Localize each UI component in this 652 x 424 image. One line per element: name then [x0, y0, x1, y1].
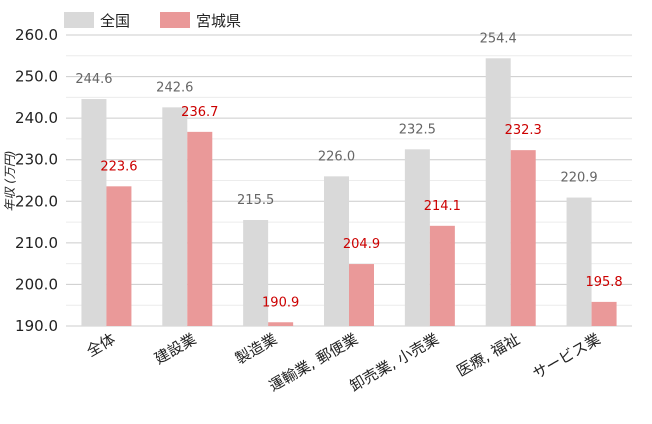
category-label: サービス業 [530, 330, 604, 383]
category-label: 医療, 福祉 [453, 330, 522, 380]
y-tick-label: 240.0 [15, 109, 58, 127]
bar-miyagi [349, 264, 374, 326]
bar-national [567, 198, 592, 326]
data-label: 223.6 [100, 159, 137, 174]
category-label: 製造業 [232, 330, 280, 368]
data-label: 242.6 [156, 80, 193, 95]
data-label: 214.1 [424, 199, 461, 214]
category-label: 運輸業, 郵便業 [266, 330, 361, 395]
legend-swatch [160, 12, 190, 28]
legend-label: 宮城県 [196, 12, 241, 30]
category-label: 建設業 [151, 330, 199, 368]
bar-miyagi [106, 186, 131, 326]
data-label: 232.3 [505, 123, 542, 138]
data-label: 215.5 [237, 193, 274, 208]
data-label: 232.5 [399, 122, 436, 137]
bar-miyagi [511, 150, 536, 326]
y-tick-label: 220.0 [15, 192, 58, 210]
bar-national [162, 107, 187, 326]
y-tick-label: 230.0 [15, 151, 58, 169]
bar-miyagi [268, 322, 293, 326]
data-label: 190.9 [262, 295, 299, 310]
y-axis-label: 年収 (万円) [3, 150, 17, 211]
data-label: 220.9 [560, 171, 597, 186]
category-label: 全体 [83, 330, 118, 361]
data-label: 244.6 [75, 72, 112, 87]
bar-miyagi [592, 302, 617, 326]
y-tick-label: 200.0 [15, 275, 58, 293]
legend-label: 全国 [100, 12, 130, 30]
legend: 全国 宮城県 [64, 12, 241, 30]
data-label: 236.7 [181, 105, 218, 120]
y-tick-label: 190.0 [15, 317, 58, 335]
data-label: 195.8 [585, 275, 622, 290]
y-tick-label: 210.0 [15, 234, 58, 252]
bar-national [405, 149, 430, 326]
y-tick-label: 250.0 [15, 68, 58, 86]
bar-national [486, 58, 511, 326]
category-label: 卸売業, 小売業 [347, 330, 442, 395]
y-axis-ticks: 190.0 200.0 210.0 220.0 230.0 240.0 250.0 260.0 [15, 26, 58, 335]
data-label: 254.4 [480, 31, 517, 46]
legend-swatch [64, 12, 94, 28]
bars [81, 58, 616, 326]
bar-miyagi [430, 226, 455, 326]
y-tick-label: 260.0 [15, 26, 58, 44]
bar-miyagi [187, 132, 212, 326]
data-label: 226.0 [318, 149, 355, 164]
data-label: 204.9 [343, 237, 380, 252]
bar-national [81, 99, 106, 326]
